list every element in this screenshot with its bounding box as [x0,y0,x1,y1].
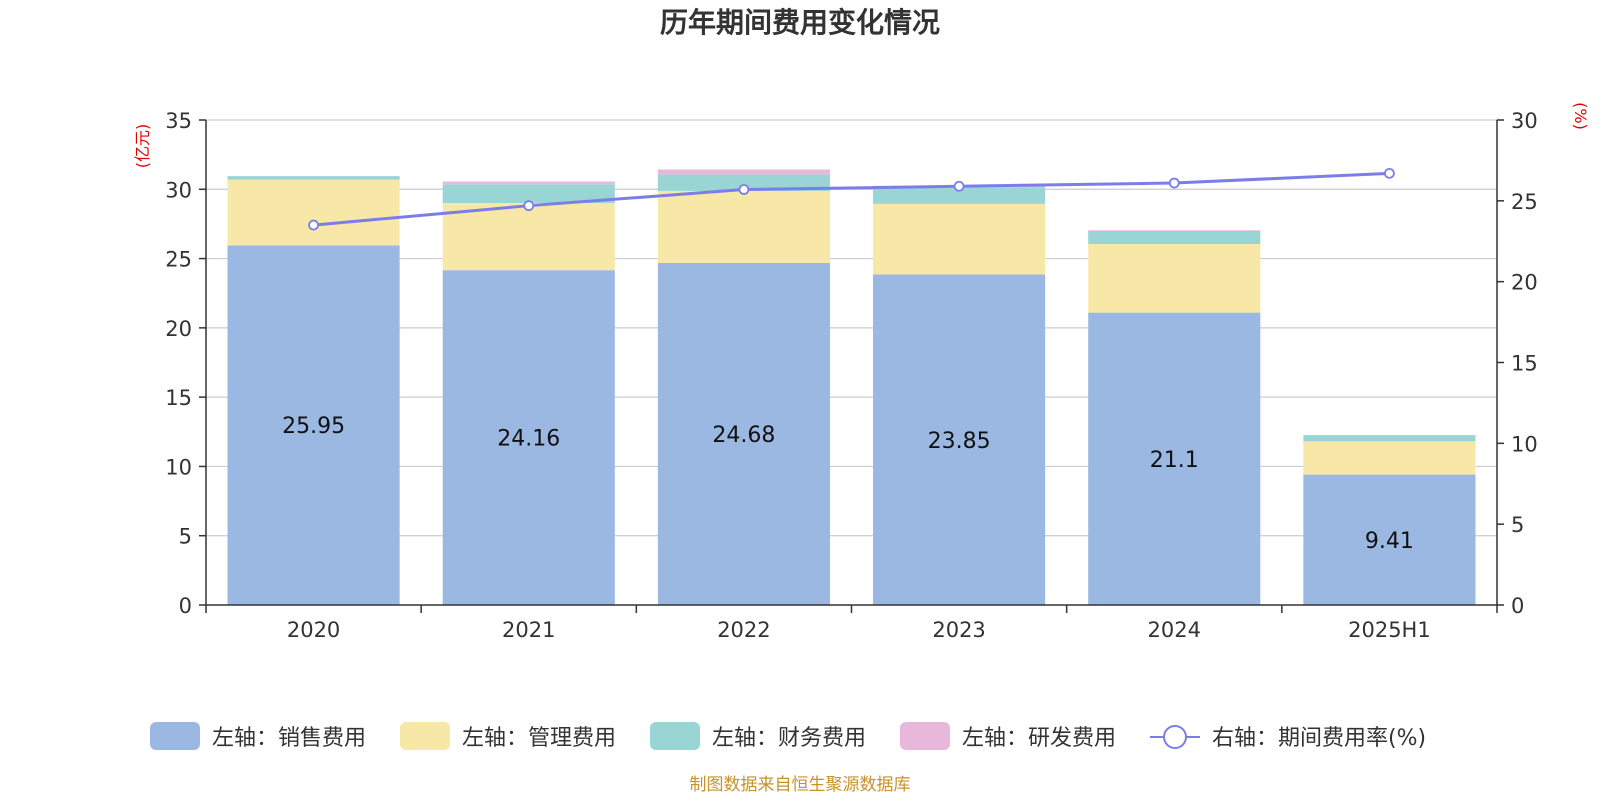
x-tick-label: 2024 [1148,618,1201,642]
bar-segment [1303,441,1476,475]
bar-segment [227,179,400,246]
bar-segment [227,176,400,180]
x-tick-label: 2021 [502,618,555,642]
bar-value-label: 21.1 [1150,448,1199,473]
source-note: 制图数据来自恒生聚源数据库 [690,775,911,795]
bar-segment [657,174,830,191]
bar-segment [873,203,1046,275]
bar-segment [442,270,615,605]
bar-segment [1303,474,1476,605]
rate-point [1384,167,1395,179]
bar-segment [442,203,615,271]
legend-marker [1163,725,1187,749]
bar-segment [657,190,830,264]
right-tick-label: 0 [1511,594,1524,618]
chart-title: 历年期间费用变化情况 [660,6,940,39]
bar-segment [1303,435,1476,442]
rate-series-line [313,171,1390,227]
rate-point [738,184,750,195]
data-labels: 25.95 24.16 24.68 23.85 21.1 9.41 [282,414,1414,554]
bar-value-label: 24.16 [497,427,560,452]
rate-point [953,180,965,192]
bar-value-label: 9.41 [1365,529,1414,554]
left-tick-label: 20 [165,317,192,341]
left-tick-label: 5 [179,525,192,549]
bar-value-label: 23.85 [928,429,991,454]
left-tick-label: 10 [165,455,192,479]
rate-line [308,167,1395,231]
bar-value-label: 24.68 [712,423,775,448]
left-tick-label: 25 [165,248,192,272]
right-axis-unit: (%) [1571,102,1590,130]
left-tick-label: 35 [165,109,192,133]
left-tick-label: 15 [165,386,192,410]
legend: 左轴：销售费用 左轴：管理费用 左轴：财务费用 左轴：研发费用 右轴：期间费用率(%) [150,722,1426,751]
legend-label: 左轴：财务费用 [712,726,866,751]
bar-segment [873,187,1046,204]
x-tick-label: 2023 [932,618,985,642]
bar-segment [1088,230,1261,245]
bar-segment [657,263,830,605]
bar-segment [1088,244,1261,313]
legend-label: 左轴：研发费用 [962,726,1116,751]
bar-segment [1088,312,1261,605]
left-axis-unit: (亿元) [133,124,152,169]
bar-segment [442,184,615,204]
rate-point [1168,177,1180,189]
right-tick-label: 10 [1511,432,1538,456]
rate-point [523,200,535,212]
bars [227,169,1476,605]
axes: 0 5 10 15 20 25 30 35 0 5 10 15 20 25 30 2020 2021 2022 20… [165,109,1537,642]
right-tick-label: 15 [1511,352,1538,376]
right-tick-label: 5 [1511,513,1524,537]
right-tick-label: 20 [1511,271,1538,295]
right-tick-label: 30 [1511,109,1538,133]
legend-label: 左轴：管理费用 [462,726,616,751]
bar-segment [873,274,1046,605]
left-tick-label: 30 [165,178,192,202]
bar-segment [227,245,400,605]
bar-value-label: 25.95 [282,414,345,439]
rate-point [308,219,319,231]
legend-label: 左轴：销售费用 [212,726,366,751]
bar-segment [442,181,615,185]
left-tick-label: 0 [179,594,192,618]
legend-swatch [400,722,450,750]
bar-segment [657,169,830,175]
legend-swatch [900,722,950,750]
x-tick-label: 2020 [287,618,340,642]
x-tick-label: 2025H1 [1348,618,1431,642]
legend-swatch [150,722,200,750]
right-tick-label: 25 [1511,190,1538,214]
legend-swatch [650,722,700,750]
bar-segment [1088,230,1261,231]
legend-label: 右轴：期间费用率(%) [1212,726,1426,751]
x-tick-label: 2022 [717,618,770,642]
